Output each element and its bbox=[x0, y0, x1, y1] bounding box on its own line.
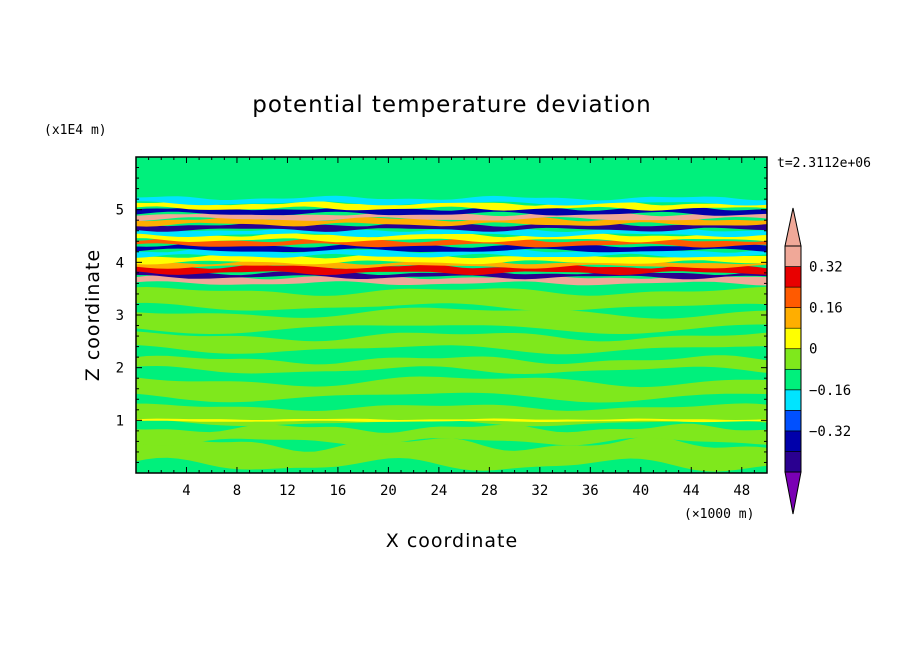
x-tick-label: 44 bbox=[683, 483, 700, 499]
y-tick-label: 4 bbox=[116, 255, 124, 271]
upper-layer-2 bbox=[136, 264, 767, 276]
x-tick-label: 12 bbox=[279, 483, 296, 499]
colorbar-segment bbox=[784, 327, 802, 350]
upper-layer-5 bbox=[136, 248, 767, 258]
upper-layer-8 bbox=[136, 232, 767, 243]
upper-layer-7 bbox=[136, 237, 767, 248]
x-tick-label: 36 bbox=[582, 483, 599, 499]
colorbar-segment bbox=[784, 451, 802, 473]
x-tick-label: 32 bbox=[531, 483, 548, 499]
low-band-3 bbox=[136, 355, 767, 374]
colorbar-segment bbox=[784, 430, 802, 452]
colorbar-frame bbox=[784, 245, 802, 473]
colorbar-segment bbox=[784, 410, 802, 432]
colorbar-segment bbox=[784, 245, 802, 267]
colorbar-segment bbox=[784, 266, 802, 288]
x-axis-label: X coordinate bbox=[386, 530, 518, 552]
y-tick-label: 2 bbox=[116, 361, 124, 377]
colorbar-segment bbox=[784, 368, 802, 391]
colorbar-min-arrow bbox=[784, 471, 802, 515]
y-axis: 1 2 3 4 5 bbox=[116, 167, 767, 463]
colorbar-max-arrow bbox=[784, 207, 802, 247]
y-axis-label: Z coordinate bbox=[82, 249, 104, 381]
x-tick-label: 48 bbox=[733, 483, 750, 499]
colorbar-label: 0 bbox=[809, 342, 817, 358]
x-tick-label: 24 bbox=[430, 483, 447, 499]
colorbar-segment bbox=[784, 348, 802, 370]
colorbar-label: 0.32 bbox=[809, 260, 843, 276]
low-band-0 bbox=[136, 436, 767, 472]
upper-layer-11 bbox=[136, 216, 767, 227]
colorbar-label: −0.16 bbox=[809, 383, 851, 399]
upper-layer-15 bbox=[136, 195, 767, 206]
colorbar-label: −0.32 bbox=[809, 424, 851, 440]
low-band-2 bbox=[136, 376, 767, 403]
x-tick-label: 8 bbox=[233, 483, 241, 499]
low-band-7 bbox=[136, 423, 767, 446]
time-label: t=2.3112e+06 bbox=[777, 156, 871, 171]
x-tick-label: 16 bbox=[329, 483, 346, 499]
colorbar-label: 0.16 bbox=[809, 301, 843, 317]
colorbar-segment bbox=[784, 389, 802, 411]
low-band-z1-line bbox=[136, 418, 767, 423]
low-band-6 bbox=[136, 286, 767, 312]
colorbar: 0.32 0.16 0 −0.16 −0.32 bbox=[784, 207, 851, 515]
low-band-5 bbox=[136, 307, 767, 334]
x-tick-label: 40 bbox=[632, 483, 649, 499]
chart-title: potential temperature deviation bbox=[252, 92, 651, 118]
low-band-4 bbox=[136, 331, 767, 355]
y-tick-label: 1 bbox=[116, 413, 124, 429]
upper-layer-14 bbox=[136, 201, 767, 211]
y-tick-label: 3 bbox=[116, 308, 124, 324]
x-tick-label: 4 bbox=[182, 483, 190, 499]
x-tick-label: 20 bbox=[380, 483, 397, 499]
colorbar-segment bbox=[784, 286, 802, 308]
upper-layer-6 bbox=[136, 243, 767, 253]
x-unit-label: (×1000 m) bbox=[684, 507, 754, 522]
upper-layer-13 bbox=[136, 206, 767, 216]
y-unit-label: (x1E4 m) bbox=[44, 123, 107, 138]
colorbar-segment bbox=[784, 307, 802, 329]
upper-layer-0 bbox=[136, 274, 767, 286]
upper-layer-9 bbox=[136, 227, 767, 238]
contour-field bbox=[136, 157, 767, 473]
x-tick-label: 28 bbox=[481, 483, 498, 499]
y-tick-label: 5 bbox=[116, 203, 124, 219]
x-axis: 4 8 12 16 20 24 28 32 36 40 44 48 bbox=[148, 157, 755, 499]
